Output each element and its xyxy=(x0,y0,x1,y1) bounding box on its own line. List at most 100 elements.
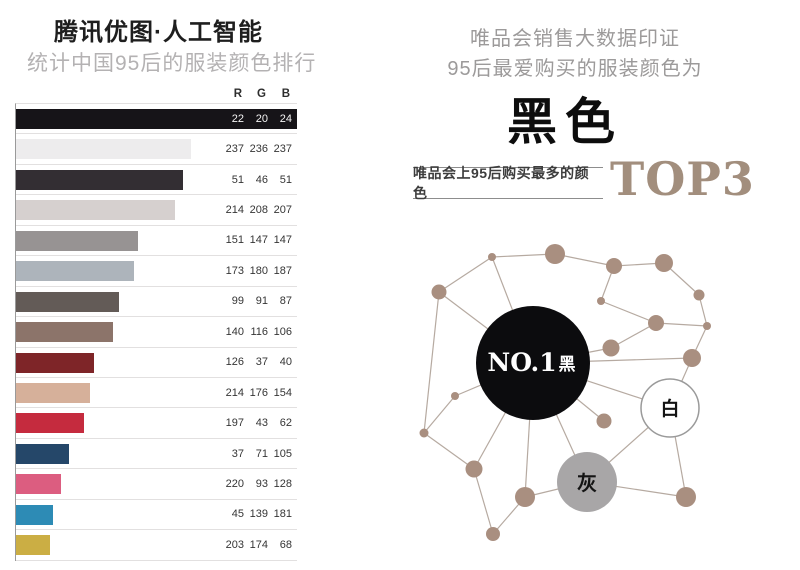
network-dot xyxy=(693,289,705,301)
network-dot xyxy=(486,527,500,541)
rgb-header-r: R xyxy=(233,88,242,100)
right-headline-line1: 唯品会销售大数据印证 xyxy=(470,28,680,50)
rgb-value: 236 xyxy=(249,143,268,156)
rgb-values: 220 93 128 xyxy=(220,469,292,498)
top3-label: 唯品会上95后购买最多的颜色 xyxy=(413,165,590,201)
rgb-value: 37 xyxy=(231,447,244,460)
chart-row: 99 91 87 xyxy=(16,287,297,318)
rgb-value: 174 xyxy=(249,538,268,551)
rgb-value: 237 xyxy=(225,143,244,156)
highlight-black-word: 黑色 xyxy=(507,92,623,151)
rgb-value: 20 xyxy=(255,112,268,125)
chart-row: 214 208 207 xyxy=(16,195,297,226)
color-bar xyxy=(16,169,183,190)
rgb-value: 126 xyxy=(225,356,244,369)
rgb-value: 173 xyxy=(225,264,244,277)
network-dot xyxy=(431,284,447,300)
rgb-values: 45 139 181 xyxy=(220,500,292,529)
network-dot xyxy=(451,392,459,400)
rgb-values: 51 46 51 xyxy=(220,165,292,194)
rgb-value: 214 xyxy=(225,204,244,217)
rgb-value: 140 xyxy=(225,325,244,338)
rgb-value: 207 xyxy=(273,204,292,217)
rgb-value: 37 xyxy=(255,356,268,369)
rgb-value: 105 xyxy=(273,447,292,460)
color-bar xyxy=(16,413,84,434)
color-bar xyxy=(16,200,175,221)
color-bar xyxy=(16,291,119,312)
color-bar xyxy=(16,322,113,343)
white-node-label: 白 xyxy=(660,397,679,420)
network-edge xyxy=(438,256,493,293)
rgb-value: 62 xyxy=(279,417,292,430)
rgb-values: 37 71 105 xyxy=(220,439,292,468)
network-dot xyxy=(545,244,565,264)
network-edge xyxy=(423,432,475,470)
network-dot xyxy=(596,413,612,429)
rgb-value: 147 xyxy=(249,234,268,247)
chart-row: 220 93 128 xyxy=(16,469,297,500)
color-bar xyxy=(16,474,61,495)
rgb-values: 237 236 237 xyxy=(220,134,292,163)
network-dot xyxy=(703,322,711,330)
rgb-value: 151 xyxy=(225,234,244,247)
rgb-value: 68 xyxy=(279,538,292,551)
bar-chart: 22 20 24 237 236 237 51 46 51 214 208 207 151 147 147 1… xyxy=(15,103,297,561)
no1-black-label: 黑 xyxy=(559,355,576,375)
rgb-value: 87 xyxy=(279,295,292,308)
rgb-values: 126 37 40 xyxy=(220,348,292,377)
rgb-value: 139 xyxy=(249,508,268,521)
white-node xyxy=(640,378,700,438)
rgb-value: 51 xyxy=(279,173,292,186)
chart-row: 214 176 154 xyxy=(16,378,297,409)
rgb-values: 173 180 187 xyxy=(220,256,292,285)
color-bar xyxy=(16,109,297,129)
rgb-header-g: G xyxy=(257,88,266,100)
black-node xyxy=(476,306,590,420)
color-bar xyxy=(16,139,191,160)
top3-label-box: 唯品会上95后购买最多的颜色 xyxy=(413,165,603,201)
network-dot xyxy=(602,339,620,357)
rgb-values: 22 20 24 xyxy=(220,104,292,133)
rgb-header: R G B xyxy=(220,88,292,100)
network-edge xyxy=(423,291,440,434)
rgb-values: 151 147 147 xyxy=(220,226,292,255)
top3-wordmark: TOP3 xyxy=(610,152,755,206)
network-edge xyxy=(610,322,657,349)
rgb-value: 24 xyxy=(279,112,292,125)
rgb-values: 214 176 154 xyxy=(220,378,292,407)
rgb-value: 203 xyxy=(225,538,244,551)
rgb-value: 106 xyxy=(273,325,292,338)
rgb-value: 147 xyxy=(273,234,292,247)
rgb-value: 176 xyxy=(249,386,268,399)
rgb-value: 45 xyxy=(231,508,244,521)
chart-row: 126 37 40 xyxy=(16,348,297,378)
rgb-header-b: B xyxy=(281,88,290,100)
network-dot xyxy=(683,349,701,367)
rgb-value: 46 xyxy=(255,173,268,186)
rgb-values: 140 116 106 xyxy=(220,317,292,346)
rgb-value: 93 xyxy=(255,477,268,490)
network-dot xyxy=(655,254,673,272)
network-dot xyxy=(597,297,605,305)
rgb-value: 237 xyxy=(273,143,292,156)
rgb-value: 187 xyxy=(273,264,292,277)
network-edge xyxy=(554,253,615,267)
rgb-value: 180 xyxy=(249,264,268,277)
color-bar xyxy=(16,382,90,403)
rgb-value: 116 xyxy=(250,325,268,338)
rgb-value: 43 xyxy=(255,417,268,430)
gray-node xyxy=(557,452,617,512)
network-edge xyxy=(423,395,456,434)
chart-row: 51 46 51 xyxy=(16,165,297,196)
rgb-value: 214 xyxy=(225,386,244,399)
rgb-value: 220 xyxy=(225,477,244,490)
chart-subtitle: 统计中国95后的服装颜色排行 xyxy=(27,52,317,75)
no1-label: NO.1 xyxy=(487,348,556,377)
rgb-values: 214 208 207 xyxy=(220,195,292,224)
rgb-value: 51 xyxy=(231,173,244,186)
rgb-value: 197 xyxy=(225,417,244,430)
rgb-value: 208 xyxy=(249,204,268,217)
rgb-values: 99 91 87 xyxy=(220,287,292,316)
rgb-value: 71 xyxy=(255,447,268,460)
